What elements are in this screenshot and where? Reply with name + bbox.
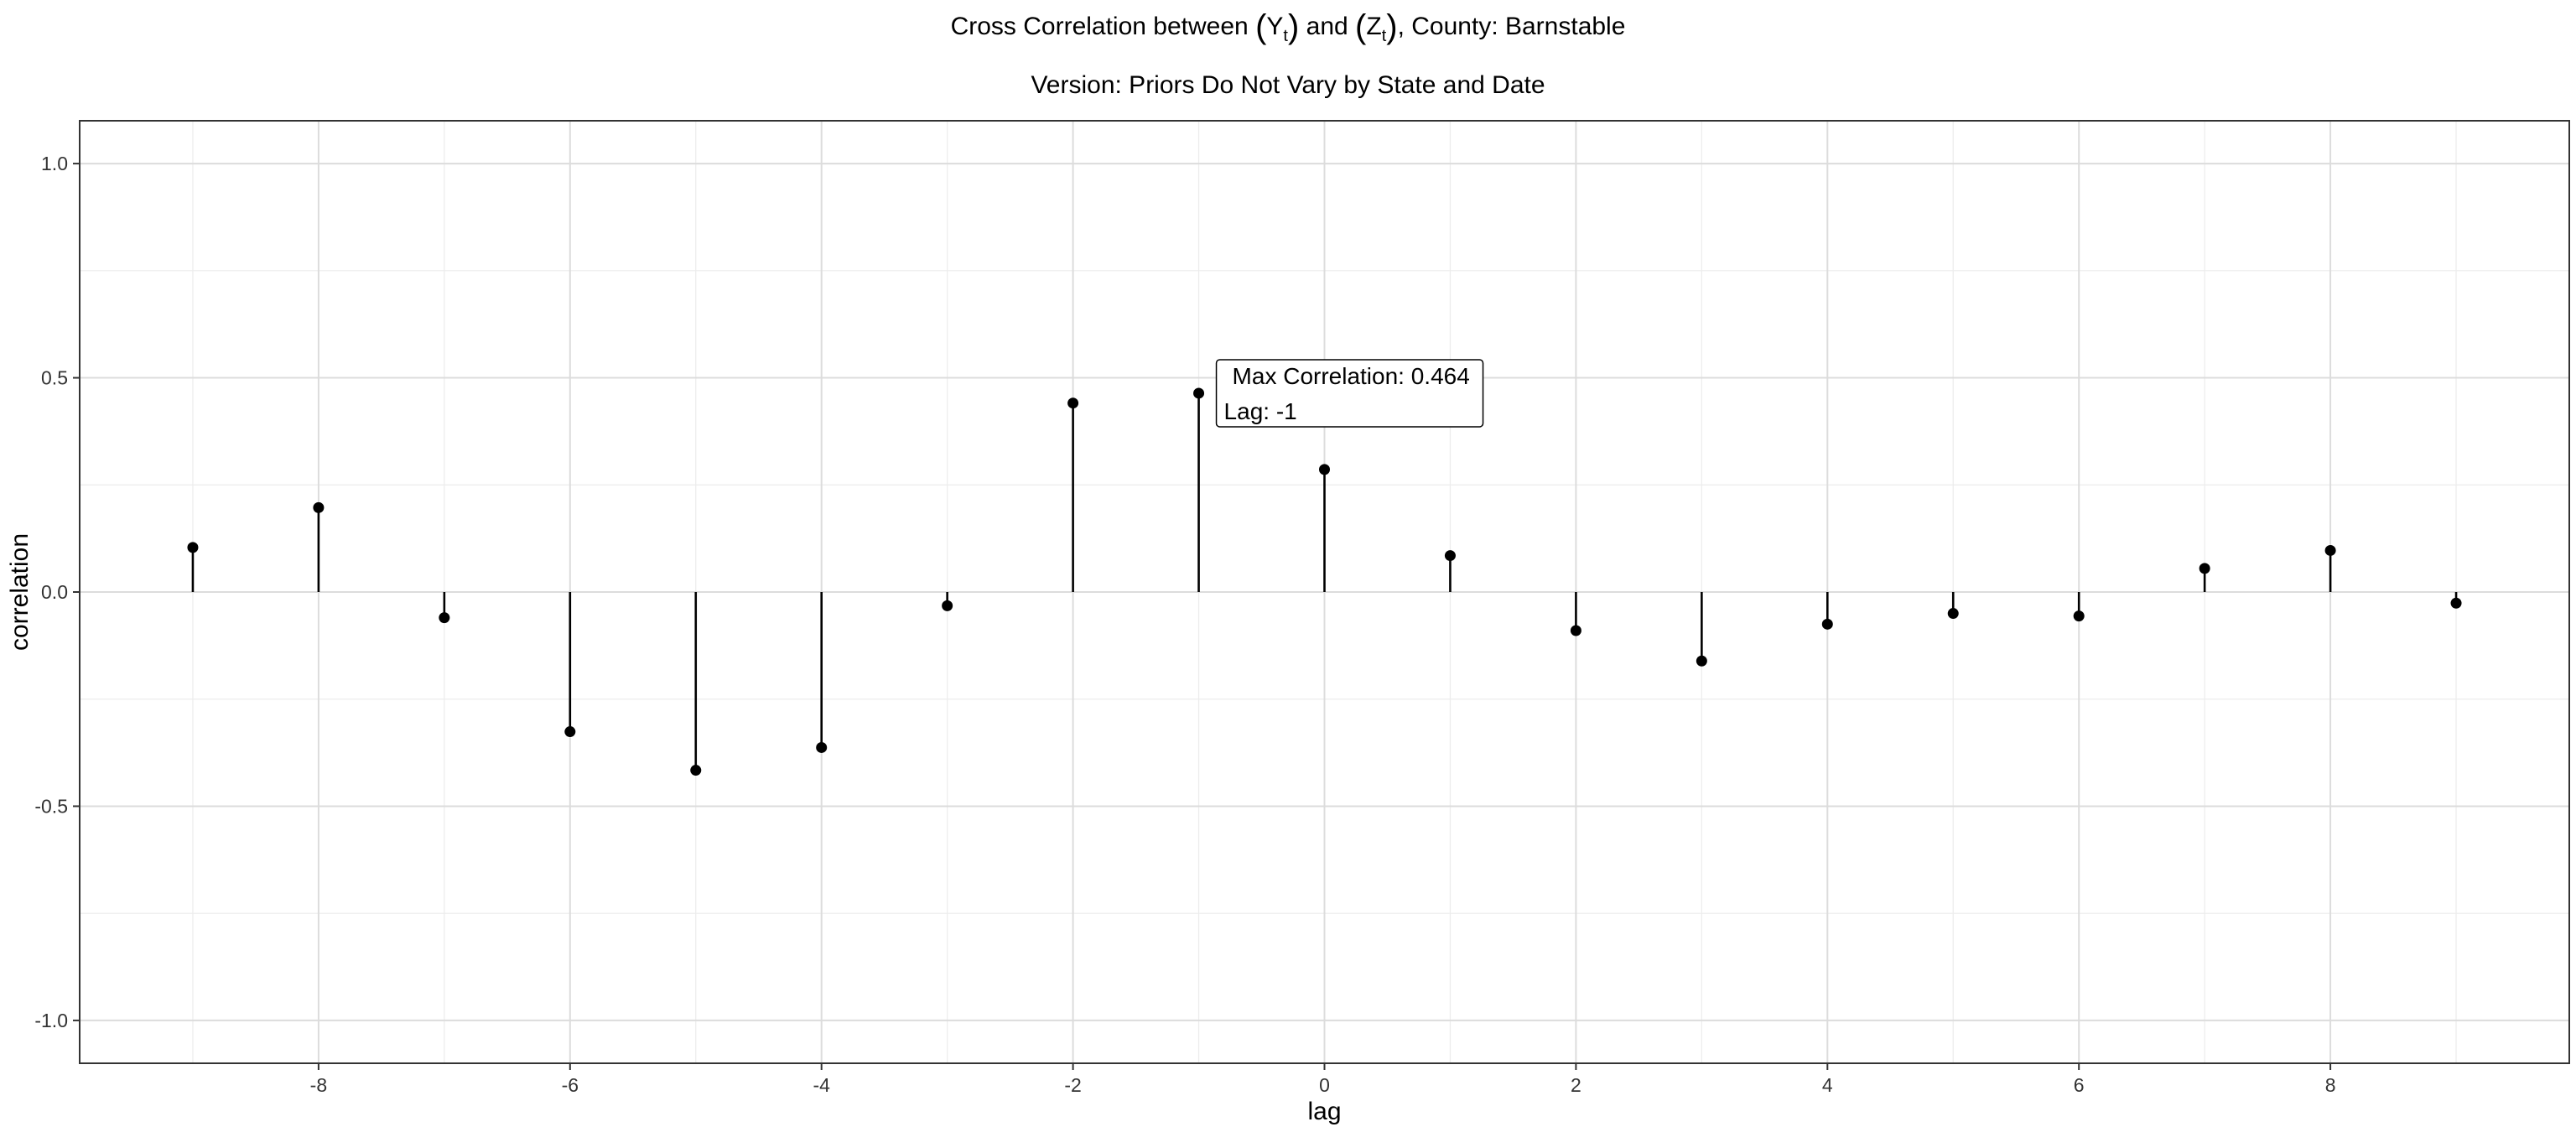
annotation-line-1: Max Correlation: 0.464	[1233, 363, 1470, 389]
data-point	[1193, 387, 1205, 399]
data-point	[1696, 655, 1707, 667]
data-point	[2073, 610, 2085, 622]
data-point	[439, 612, 450, 624]
x-tick-label: -6	[562, 1074, 579, 1096]
y-tick-label: 0.5	[41, 367, 68, 389]
annotation-box	[1215, 359, 1484, 428]
title-conjunction: and	[1299, 13, 1356, 40]
x-tick-label: 2	[1571, 1074, 1581, 1096]
title-y-symbol: Y	[1266, 13, 1284, 40]
major-gridlines	[80, 121, 2569, 1063]
title-suffix: , County: Barnstable	[1397, 13, 1626, 40]
data-point	[2199, 563, 2210, 574]
data-point	[816, 741, 828, 753]
data-point	[1319, 464, 1330, 475]
y-tick-label: -0.5	[34, 795, 68, 817]
y-tick-label: 0.0	[41, 581, 68, 603]
data-point	[187, 542, 199, 553]
title-y-subscript: t	[1283, 27, 1288, 45]
y-axis: 1.0 0.5 0.0 -0.5 -1.0	[34, 153, 80, 1031]
data-point	[1821, 618, 1833, 630]
data-point	[942, 600, 953, 611]
x-tick-label: 8	[2325, 1074, 2336, 1096]
chart-title: Cross Correlation between (Yt) and (Zt),…	[950, 8, 1626, 45]
x-tick-label: -2	[1064, 1074, 1081, 1096]
chart-subtitle: Version: Priors Do Not Vary by State and…	[1031, 71, 1545, 99]
y-tick-label: -1.0	[34, 1010, 68, 1031]
stem-series	[187, 387, 2462, 776]
title-z-symbol: Z	[1366, 13, 1382, 40]
data-point	[2450, 597, 2462, 609]
x-tick-label: -8	[310, 1074, 327, 1096]
data-point	[1444, 550, 1456, 562]
title-z-subscript: t	[1381, 27, 1387, 45]
annotation-line-2: Lag: -1	[1224, 398, 1297, 424]
data-point	[690, 765, 702, 776]
max-correlation-annotation: Max Correlation: 0.464 Lag: -1	[1215, 359, 1484, 428]
data-point	[2324, 544, 2336, 556]
x-tick-label: 6	[2074, 1074, 2085, 1096]
x-tick-label: 4	[1822, 1074, 1833, 1096]
data-point	[1067, 397, 1079, 409]
y-axis-title: correlation	[6, 533, 34, 651]
x-axis-title: lag	[1307, 1098, 1341, 1125]
data-point	[1570, 625, 1581, 636]
title-prefix: Cross Correlation between	[950, 13, 1256, 40]
y-tick-label: 1.0	[41, 153, 68, 174]
x-tick-label: 0	[1319, 1074, 1330, 1096]
data-point	[313, 501, 325, 513]
data-point	[564, 726, 576, 738]
x-axis: -8 -6 -4 -2 0 2 4 6 8	[310, 1063, 2336, 1096]
x-tick-label: -4	[813, 1074, 830, 1096]
data-point	[1947, 608, 1959, 620]
